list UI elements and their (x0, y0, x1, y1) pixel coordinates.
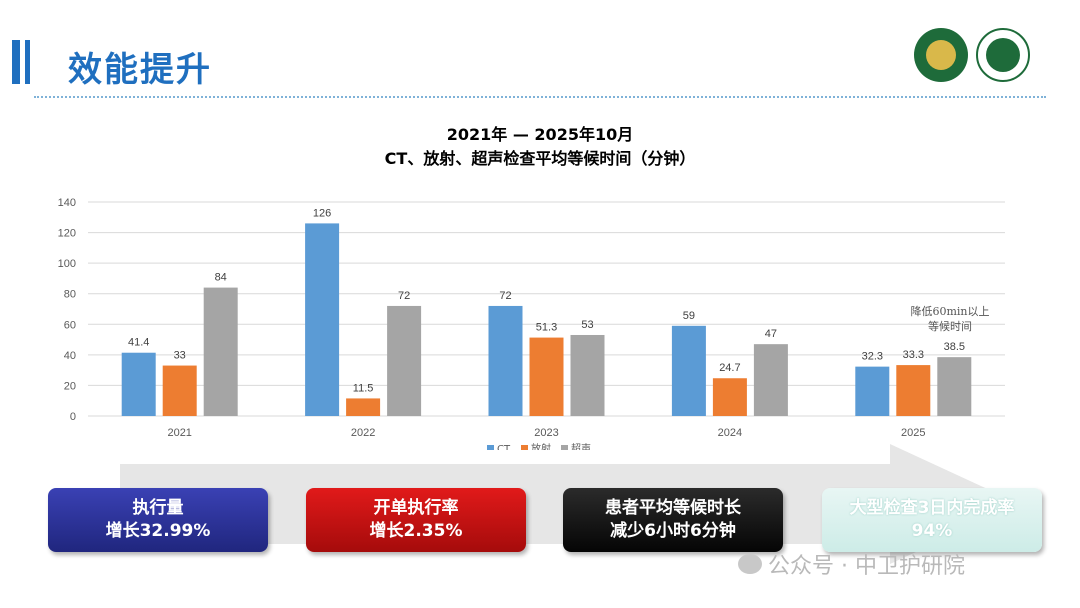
bar-2021-0 (121, 352, 156, 416)
data-label: 51.3 (536, 322, 557, 334)
page-title: 效能提升 (68, 50, 212, 90)
title-accent-bar-thin (25, 40, 30, 84)
y-tick-label: 120 (58, 228, 76, 240)
summary-box-line2: 94% (911, 521, 953, 541)
data-label: 24.7 (719, 362, 740, 374)
hospital-logo-icon (914, 28, 968, 82)
data-label: 38.5 (944, 341, 965, 353)
x-tick-label: 2025 (901, 427, 925, 439)
watermark-text: 公众号 · 中卫护研院 (768, 554, 965, 579)
bar-2021-2 (203, 287, 238, 416)
y-tick-label: 100 (58, 258, 76, 270)
summary-box-line1: 大型检查3日内完成率 (849, 498, 1015, 518)
x-tick-label: 2023 (534, 427, 558, 439)
summary-box-line2: 减少6小时6分钟 (610, 521, 736, 541)
bar-2023-2 (570, 334, 605, 416)
x-tick-label: 2024 (718, 427, 742, 439)
y-tick-label: 0 (70, 411, 76, 423)
legend-label: CT (497, 444, 511, 450)
bar-2024-1 (712, 378, 747, 416)
data-label: 72 (499, 290, 511, 302)
bar-2024-0 (671, 325, 706, 416)
college-logo-icon (976, 28, 1030, 82)
summary-box-line2: 增长32.99% (105, 521, 211, 541)
bar-2023-1 (529, 337, 564, 416)
data-label: 126 (313, 207, 331, 219)
summary-box-line1: 执行量 (132, 498, 184, 518)
legend-label: 放射 (531, 442, 551, 450)
bar-2024-2 (753, 344, 788, 416)
data-label: 72 (398, 290, 410, 302)
data-label: 84 (215, 272, 227, 284)
data-label: 32.3 (862, 351, 883, 363)
bar-2022-0 (305, 223, 340, 416)
summary-box-line1: 患者平均等候时长 (605, 498, 741, 518)
chart-title-line1: 2021年 — 2025年10月 (447, 125, 633, 144)
data-label: 41.4 (128, 337, 149, 349)
bar-2021-1 (162, 365, 197, 416)
title-accent-bar (12, 40, 20, 84)
chart-annotation-line1: 降低60min以上 (910, 304, 989, 318)
data-label: 47 (765, 328, 777, 340)
wechat-icon (738, 554, 762, 574)
bar-2025-2 (937, 357, 972, 416)
bar-2023-0 (488, 305, 523, 416)
data-label: 53 (581, 319, 593, 331)
chart-annotation-line2: 等候时间 (928, 319, 972, 333)
bar-2022-2 (387, 305, 422, 416)
bar-2022-1 (346, 398, 381, 416)
y-tick-label: 140 (58, 197, 76, 209)
summary-box-completion-rate: 大型检查3日内完成率 94% (822, 488, 1042, 552)
summary-box-execution-volume: 执行量 增长32.99% (48, 488, 268, 552)
y-tick-label: 40 (64, 350, 76, 362)
y-tick-label: 20 (64, 380, 76, 392)
x-tick-label: 2021 (167, 427, 191, 439)
header-divider (34, 96, 1046, 98)
data-label: 59 (683, 310, 695, 322)
chart-title-line2: CT、放射、超声检查平均等候时间（分钟） (385, 149, 696, 168)
data-label: 33 (174, 350, 186, 362)
summary-box-order-execution-rate: 开单执行率 增长2.35% (306, 488, 526, 552)
legend-label: 超声 (571, 442, 591, 450)
wait-time-chart: 2021年 — 2025年10月 CT、放射、超声检查平均等候时间（分钟） 0 2… (58, 125, 1005, 450)
legend-swatch (521, 445, 528, 450)
summary-box-line2: 增长2.35% (369, 521, 463, 541)
x-tick-label: 2022 (351, 427, 375, 439)
bar-2025-1 (896, 365, 931, 416)
summary-box-patient-wait-time: 患者平均等候时长 减少6小时6分钟 (563, 488, 783, 552)
bar-2025-0 (855, 366, 890, 416)
y-tick-label: 60 (64, 319, 76, 331)
data-label: 33.3 (903, 349, 924, 361)
legend-swatch (561, 445, 568, 450)
data-label: 11.5 (353, 382, 374, 394)
summary-box-line1: 开单执行率 (373, 498, 459, 518)
legend-swatch (487, 445, 494, 450)
y-tick-label: 80 (64, 289, 76, 301)
